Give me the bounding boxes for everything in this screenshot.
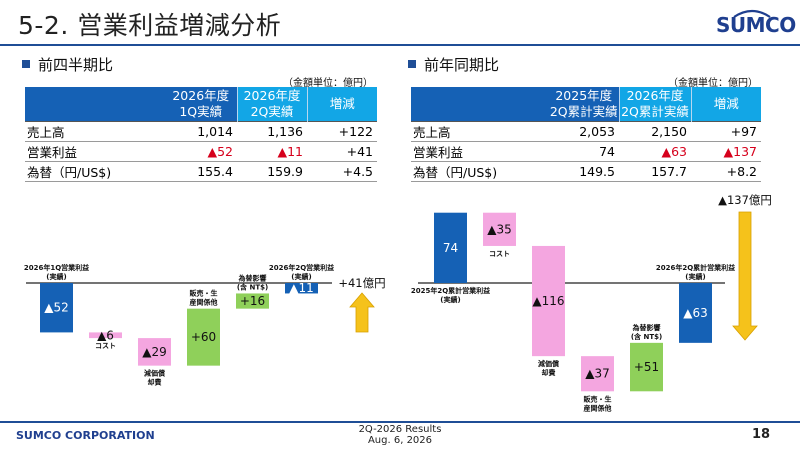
bar-value-label: ▲35 — [487, 222, 512, 236]
footer-company: SUMCO CORPORATION — [16, 429, 155, 442]
bar-value-label: +16 — [240, 294, 265, 308]
yoy-header-diff: 増減 — [691, 87, 761, 122]
page-number: 18 — [752, 427, 771, 442]
logo-arc-icon — [733, 9, 771, 18]
yoy-table: 2025年度 2Q累計実績 2026年度 2Q累計実績 増減 売上高 2,053 2… — [411, 87, 761, 182]
bar-category-label: 2026年2Q累計営業利益(実績) — [656, 263, 735, 281]
qoq-table: 2026年度 1Q実績 2026年度 2Q実績 増減 売上高 1,014 1,136… — [25, 87, 377, 182]
waterfall-bar — [581, 356, 614, 392]
table-row: 為替（円/US$) 155.4 159.9 +4.5 — [25, 161, 377, 182]
bar-category-label: 2026年2Q営業利益(実績) — [269, 263, 334, 281]
yoy-header-cur: 2026年度 2Q累計実績 — [619, 87, 692, 122]
waterfall-bar — [40, 283, 73, 333]
bar-category-label: 2025年2Q累計営業利益(実績) — [411, 286, 490, 304]
section-heading-yoy-text: 前年同期比 — [424, 56, 500, 74]
bar-category-label: 減価償却費 — [538, 359, 560, 377]
unit-note-right: （金額単位：億円） — [668, 78, 758, 89]
bar-category-label: コスト — [95, 342, 116, 350]
yoy-header-prev: 2025年度 2Q累計実績 — [549, 87, 620, 122]
waterfall-bar — [630, 342, 663, 392]
section-heading-qoq: 前四半期比 — [22, 54, 113, 75]
qoq-header-blank — [25, 87, 165, 122]
waterfall-annotation: +41億円 — [338, 276, 385, 290]
waterfall-bar — [679, 283, 712, 343]
bar-value-label: ▲37 — [585, 367, 610, 381]
section-heading-qoq-text: 前四半期比 — [38, 56, 114, 74]
bar-category-label: コスト — [489, 250, 510, 258]
table-row: 売上高 1,014 1,136 +122 — [25, 121, 377, 142]
arrow-up-icon — [349, 292, 375, 333]
bar-value-label: ▲29 — [142, 345, 167, 359]
bar-category-label: 為替影響(含 NT$) — [631, 323, 662, 341]
waterfall-bar — [483, 212, 516, 246]
waterfall-bar — [434, 212, 467, 283]
bar-value-label: ▲6 — [97, 328, 114, 342]
yoy-header-blank — [411, 87, 549, 122]
bar-value-label: +60 — [191, 330, 216, 344]
waterfall-yoy: 74 2025年2Q累計営業利益(実績) ▲35 コスト ▲116 減価償却費 ▲37 販売・… — [411, 193, 772, 412]
table-row: 為替（円/US$) 149.5 157.7 +8.2 — [411, 161, 761, 182]
bar-value-label: 74 — [443, 241, 458, 255]
sumco-logo: SUMCO — [714, 6, 796, 40]
bullet-square-icon — [408, 60, 416, 68]
waterfall-bar — [532, 245, 565, 357]
footer-divider — [0, 421, 800, 423]
bar-category-label: 販売・生産関係他 — [190, 289, 218, 307]
page-title: 5-2. 営業利益増減分析 — [18, 11, 282, 40]
waterfall-bar — [236, 293, 269, 309]
table-row: 売上高 2,053 2,150 +97 — [411, 121, 761, 142]
title-divider — [0, 44, 800, 46]
bar-category-label: 減価償却費 — [144, 369, 166, 387]
section-heading-yoy: 前年同期比 — [408, 54, 499, 75]
bar-value-label: +51 — [634, 360, 659, 374]
bar-value-label: ▲11 — [289, 281, 314, 295]
waterfall-bar — [89, 332, 122, 339]
waterfall-bar — [285, 283, 318, 294]
table-row: 営業利益 74 ▲63 ▲137 — [411, 141, 761, 162]
unit-note-left: （金額単位：億円） — [283, 78, 373, 89]
qoq-header-diff: 増減 — [307, 87, 377, 122]
bar-value-label: ▲52 — [44, 301, 69, 315]
bar-category-label: 販売・生産関係他 — [584, 394, 612, 412]
waterfall-bar — [138, 338, 171, 366]
logo-text: SUMCO — [716, 13, 796, 37]
footer-line1: 2Q-2026 Results — [358, 424, 442, 435]
waterfall-bar — [187, 308, 220, 366]
qoq-header-cur: 2026年度 2Q実績 — [237, 87, 308, 122]
footer-line2: Aug. 6, 2026 — [367, 435, 433, 446]
bar-category-label: 為替影響(含 NT$) — [237, 273, 268, 291]
footer-caption: 2Q-2026 Results Aug. 6, 2026 — [300, 424, 500, 446]
arrow-down-icon — [732, 211, 758, 341]
bar-value-label: ▲116 — [532, 294, 564, 308]
waterfall-annotation: ▲137億円 — [718, 193, 772, 207]
bar-value-label: ▲63 — [683, 306, 708, 320]
table-row: 営業利益 ▲52 ▲11 +41 — [25, 141, 377, 162]
bullet-square-icon — [22, 60, 30, 68]
qoq-header-prev: 2026年度 1Q実績 — [165, 87, 238, 122]
bar-category-label: 2026年1Q営業利益(実績) — [24, 263, 89, 281]
